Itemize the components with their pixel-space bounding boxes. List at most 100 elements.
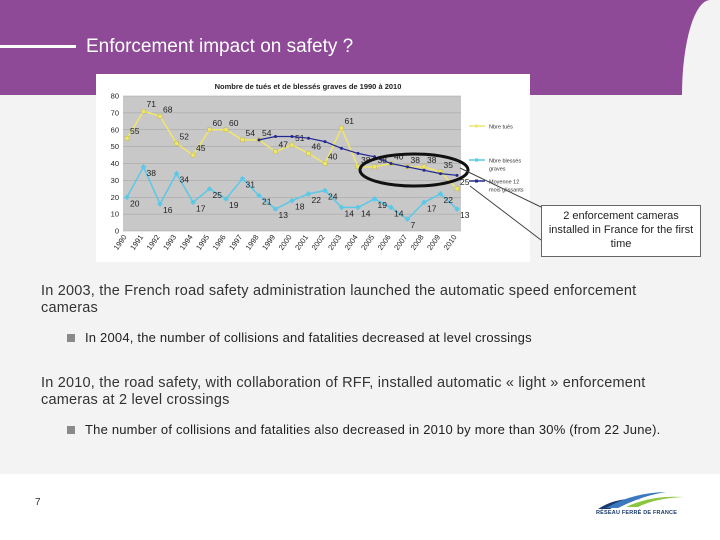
paragraph-2003: In 2003, the French road safety administ… [41,283,637,316]
x-tick-label: 1996 [211,233,228,252]
data-label: 38 [411,155,421,165]
footer [0,474,720,540]
legend-label: mois glissants [489,188,524,194]
data-label: 24 [328,192,338,202]
data-point [124,135,130,141]
data-label: 38 [361,155,371,165]
data-point [307,136,310,140]
data-point [322,187,328,194]
data-label: 35 [444,160,454,170]
data-label: 55 [130,126,140,136]
page-number: 7 [35,497,41,508]
data-label: 61 [345,116,355,126]
data-point [256,192,262,199]
y-tick-label: 60 [111,125,119,134]
data-point [290,135,294,138]
bullet-square-icon [67,426,75,434]
data-point [174,141,179,146]
data-point [190,152,196,158]
x-tick-label: 1992 [145,233,162,252]
bullet-square-icon [67,334,75,342]
data-point [437,191,444,197]
x-tick-label: 2005 [359,233,376,252]
data-label: 38 [427,155,437,165]
data-point [356,151,360,155]
x-tick-label: 1991 [128,233,145,252]
legend-marker [475,179,478,183]
data-point [272,206,279,212]
y-tick-label: 30 [111,176,119,185]
x-tick-label: 2009 [425,233,442,252]
y-tick-label: 70 [111,108,119,117]
data-label: 34 [180,175,190,185]
x-tick-label: 2002 [310,233,327,252]
data-point [371,196,378,202]
data-point [454,186,460,192]
data-label: 40 [394,152,404,162]
x-tick-label: 2004 [343,233,360,252]
data-label: 17 [427,203,437,213]
x-tick-label: 2001 [293,233,310,252]
rff-logo-icon [598,492,684,509]
data-point [355,164,361,170]
logo-text: RÉSEAU FERRÉ DE FRANCE [596,510,678,516]
legend-marker [475,158,478,162]
callout-box: 2 enforcement cameras installed in Franc… [541,205,701,257]
data-label: 51 [295,133,305,143]
data-point [339,125,344,131]
data-point [240,137,245,143]
data-point [257,138,261,142]
data-point [454,206,460,212]
y-tick-label: 50 [111,142,119,151]
x-tick-label: 1997 [227,233,244,252]
x-tick-label: 1994 [178,233,195,252]
data-point [289,142,295,148]
y-tick-label: 40 [111,159,119,168]
data-label: 38 [147,168,157,178]
data-point [389,162,393,165]
data-label: 22 [312,195,322,205]
data-label: 40 [328,152,338,162]
bullet-2004: In 2004, the number of collisions and fa… [67,330,687,348]
data-label: 20 [130,198,140,208]
data-label: 60 [229,118,239,128]
legend-marker [475,124,478,128]
data-point [289,197,295,204]
data-label: 18 [295,202,305,212]
x-tick-label: 2010 [442,233,459,252]
data-label: 14 [345,208,355,218]
y-tick-label: 0 [115,227,119,236]
data-point [223,127,229,132]
data-point [274,135,277,138]
data-label: 19 [378,200,388,210]
data-label: 17 [196,203,206,213]
data-point [406,165,409,169]
data-point [388,204,394,211]
data-label: 7 [411,220,416,230]
data-point [207,127,212,132]
data-label: 13 [279,210,289,220]
data-point [239,175,246,182]
data-label: 16 [163,205,173,215]
data-label: 52 [180,131,190,141]
data-point [306,151,311,156]
data-label: 31 [246,180,256,190]
data-label: 25 [213,190,223,200]
data-point [305,191,312,197]
line-chart: Nombre de tués et de blessés graves de 1… [111,82,524,252]
chart-panel: Nombre de tués et de blessés graves de 1… [96,74,530,262]
bullet-2010: The number of collisions and fatalities … [67,422,687,456]
data-point [422,168,426,172]
data-label: 46 [312,141,322,151]
data-label: 54 [246,128,256,138]
data-label: 47 [279,140,289,150]
chart-title: Nombre de tués et de blessés graves de 1… [215,82,402,91]
x-tick-label: 1995 [194,233,211,252]
data-point [373,155,376,159]
data-point [455,173,459,177]
data-point [273,149,278,154]
data-label: 13 [460,210,470,220]
page-title: Enforcement impact on safety ? [86,36,354,57]
data-label: 21 [262,197,272,207]
x-tick-label: 1998 [244,233,261,252]
